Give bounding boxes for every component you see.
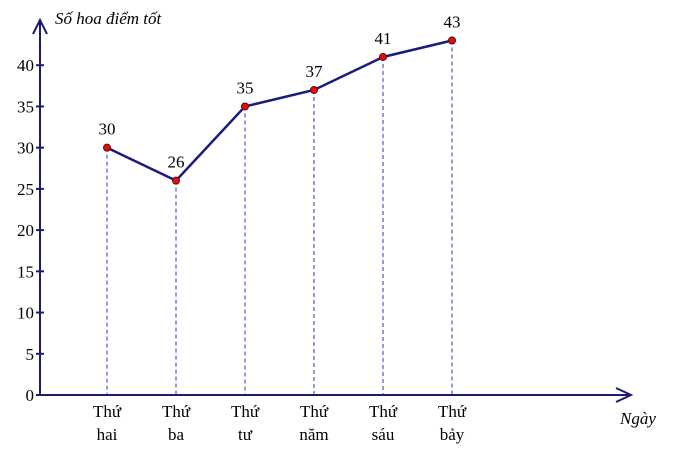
data-point (172, 176, 180, 185)
y-tick-label: 15 (17, 262, 34, 281)
x-tick-label: Thứ hai (92, 402, 122, 444)
data-label: 30 (99, 120, 116, 139)
y-tick-label: 20 (17, 221, 34, 240)
x-tick-label: Thứ ba (161, 402, 191, 444)
y-tick-label: 5 (26, 345, 35, 364)
y-tick-label: 40 (17, 56, 34, 75)
x-axis-arrow (615, 387, 634, 403)
data-point (379, 52, 387, 61)
data-point (241, 102, 249, 111)
data-point (103, 143, 111, 152)
data-point (310, 85, 318, 94)
y-axis-arrow (32, 17, 48, 35)
x-tick-label: Thứ năm (299, 402, 329, 444)
y-tick-label: 25 (17, 180, 34, 199)
x-tick-label: Thứ bảy (437, 402, 467, 444)
x-tick-label: Thứ sáu (368, 402, 398, 444)
data-point (448, 36, 456, 45)
y-tick-label: 0 (26, 386, 35, 405)
data-label: 41 (375, 29, 392, 48)
data-label: 37 (306, 62, 324, 81)
data-label: 35 (237, 78, 254, 97)
y-tick-label: 10 (17, 304, 34, 323)
x-axis-label: Ngày (619, 409, 656, 428)
y-axis-label: Số hoa điểm tốt (55, 9, 163, 28)
y-tick-label: 30 (17, 139, 34, 158)
x-tick-label: Thứ tư (230, 402, 260, 444)
data-label: 43 (444, 12, 461, 31)
y-tick-label: 35 (17, 97, 34, 116)
data-label: 26 (168, 153, 185, 172)
data-line (106, 39, 453, 183)
